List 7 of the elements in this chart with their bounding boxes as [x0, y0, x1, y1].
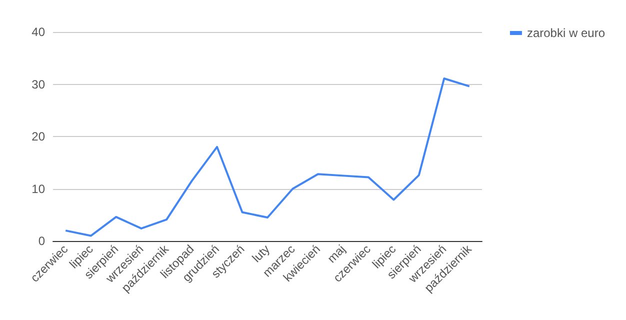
legend-label: zarobki w euro [526, 26, 606, 40]
y-tick-label: 0 [38, 234, 46, 248]
y-tick-label: 10 [32, 182, 46, 196]
y-tick-label: 20 [32, 130, 46, 144]
line-series [64, 78, 470, 237]
y-tick-label: 40 [32, 25, 46, 39]
y-tick-label: 30 [32, 77, 46, 92]
